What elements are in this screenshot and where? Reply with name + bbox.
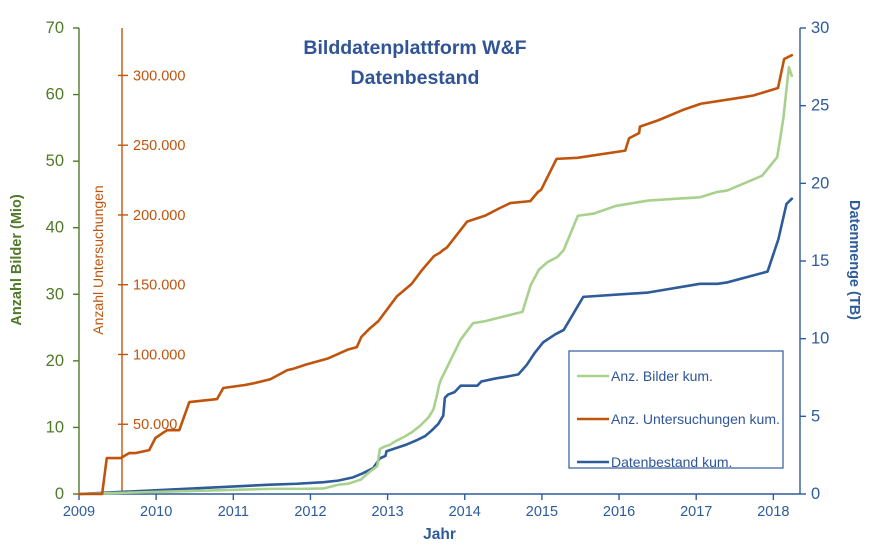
svg-text:30: 30 xyxy=(46,285,64,303)
svg-text:150.000: 150.000 xyxy=(133,278,185,294)
svg-text:Datenbestand: Datenbestand xyxy=(351,67,480,89)
svg-text:Anzahl Untersuchungen: Anzahl Untersuchungen xyxy=(90,185,106,334)
svg-text:Jahr: Jahr xyxy=(423,526,456,543)
svg-text:2010: 2010 xyxy=(140,504,172,520)
svg-text:2013: 2013 xyxy=(371,504,403,520)
svg-text:Anz. Untersuchungen kum.: Anz. Untersuchungen kum. xyxy=(611,411,780,427)
svg-text:50: 50 xyxy=(46,152,64,170)
svg-text:200.000: 200.000 xyxy=(133,208,185,224)
svg-text:2015: 2015 xyxy=(526,504,558,520)
svg-text:15: 15 xyxy=(811,252,829,270)
svg-text:2016: 2016 xyxy=(603,504,635,520)
svg-text:Bilddatenplattform W&F: Bilddatenplattform W&F xyxy=(303,37,526,59)
svg-text:2011: 2011 xyxy=(218,504,249,520)
svg-text:2017: 2017 xyxy=(680,504,712,520)
svg-text:250.000: 250.000 xyxy=(133,138,185,154)
svg-text:5: 5 xyxy=(811,407,820,425)
svg-text:Anz. Bilder kum.: Anz. Bilder kum. xyxy=(611,368,713,384)
svg-text:2012: 2012 xyxy=(294,504,326,520)
svg-text:Datenbestand kum.: Datenbestand kum. xyxy=(611,454,732,470)
svg-text:Anzahl Bilder (Mio): Anzahl Bilder (Mio) xyxy=(9,194,25,325)
svg-text:100.000: 100.000 xyxy=(133,347,185,363)
svg-text:20: 20 xyxy=(811,174,829,192)
svg-text:300.000: 300.000 xyxy=(133,68,185,84)
svg-text:30: 30 xyxy=(811,19,829,37)
svg-text:20: 20 xyxy=(46,352,64,370)
svg-text:40: 40 xyxy=(46,219,64,237)
svg-text:10: 10 xyxy=(46,418,64,436)
svg-text:0: 0 xyxy=(811,485,820,503)
svg-text:0: 0 xyxy=(55,485,64,503)
svg-text:25: 25 xyxy=(811,97,829,115)
svg-text:70: 70 xyxy=(46,19,64,37)
svg-text:2009: 2009 xyxy=(63,504,95,520)
svg-text:2014: 2014 xyxy=(449,504,481,520)
svg-text:10: 10 xyxy=(811,330,829,348)
svg-text:2018: 2018 xyxy=(757,504,789,520)
svg-text:60: 60 xyxy=(46,86,64,104)
svg-text:Datenmenge (TB): Datenmenge (TB) xyxy=(846,200,862,320)
